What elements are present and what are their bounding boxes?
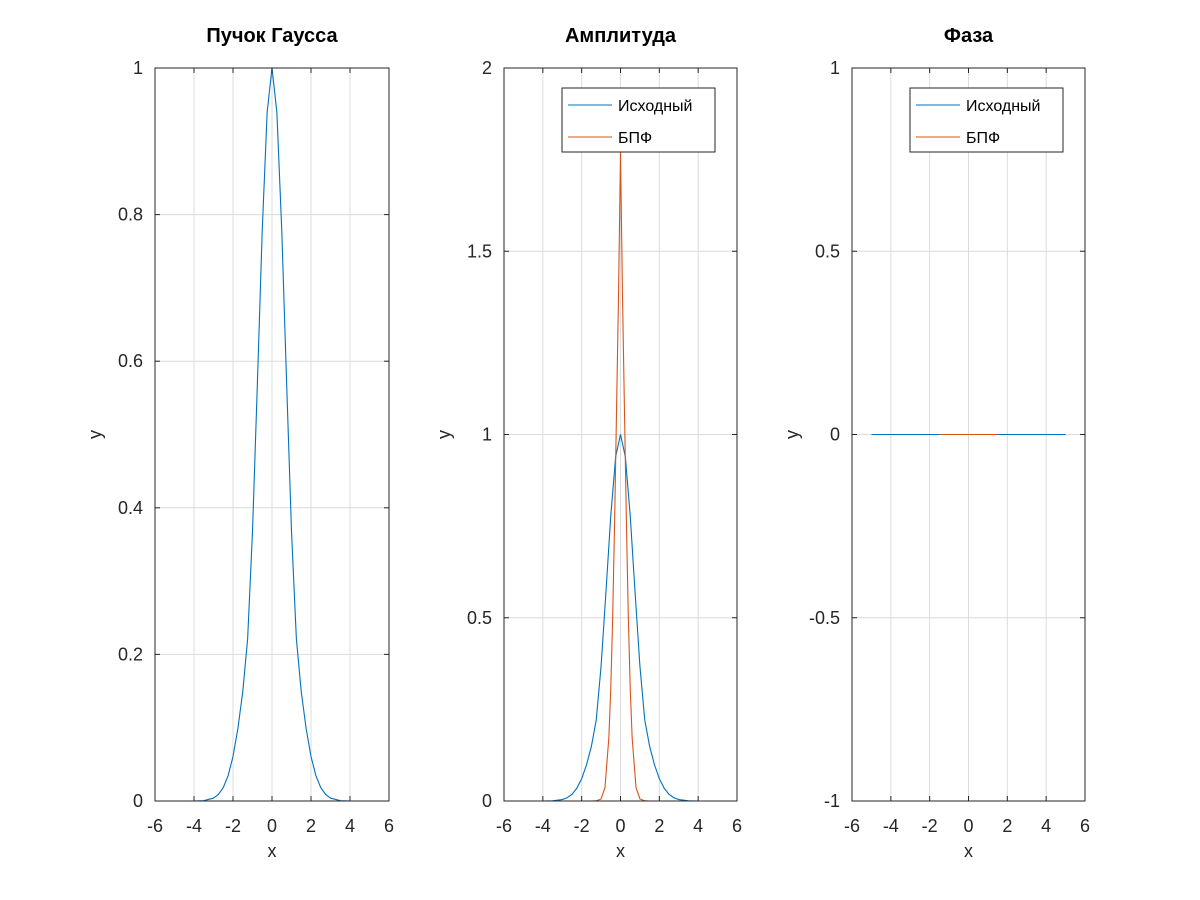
y-tick-label: -1: [824, 791, 840, 811]
y-tick-label: 0.5: [815, 241, 840, 261]
x-tick-label: 2: [306, 816, 316, 836]
x-tick-label: 2: [1002, 816, 1012, 836]
x-tick-label: -2: [922, 816, 938, 836]
x-tick-label: -6: [844, 816, 860, 836]
subplot-2: -6 -4 -2 0 2 4 6 0 0.5 1 1.5 2 Амплитуда x y Исходный БП…: [434, 25, 742, 861]
x-tick-label: 4: [1041, 816, 1051, 836]
x-axis-label: x: [616, 841, 625, 861]
y-tick-label: 0: [133, 791, 143, 811]
chart-title: Пучок Гаусса: [206, 25, 338, 47]
subplot-1: -6 -4 -2 0 2 4 6 0 0.2 0.4 0.6 0.8 1 Пучок Гаусса x y: [85, 25, 394, 861]
y-tick-label: 2: [482, 58, 492, 78]
legend-box: [561, 87, 716, 153]
x-tick-label: -2: [225, 816, 241, 836]
legend-label-2: БПФ: [618, 130, 652, 147]
x-axis-label: x: [964, 841, 973, 861]
chart-title: Фаза: [944, 25, 994, 47]
x-tick-label: 6: [1080, 816, 1090, 836]
legend: Исходный БПФ: [909, 87, 1064, 153]
x-tick-label: 0: [615, 816, 625, 836]
y-tick-label: -0.5: [809, 608, 840, 628]
x-tick-label: 0: [267, 816, 277, 836]
y-tick-label: 1.5: [467, 241, 492, 261]
y-tick-label: 1: [133, 58, 143, 78]
y-axis-label: y: [434, 430, 454, 439]
y-axis-label: y: [782, 430, 802, 439]
x-tick-label: -4: [883, 816, 899, 836]
x-tick-label: -4: [186, 816, 202, 836]
subplot-3: -6 -4 -2 0 2 4 6 -1 -0.5 0 0.5 1 Фаза x y Исходный БПФ: [782, 25, 1090, 861]
chart-title: Амплитуда: [565, 25, 677, 47]
x-tick-label: 0: [963, 816, 973, 836]
y-tick-label: 0: [482, 791, 492, 811]
y-tick-label: 1: [830, 58, 840, 78]
x-tick-label: 4: [345, 816, 355, 836]
y-tick-label: 0.4: [118, 498, 143, 518]
y-tick-label: 0.5: [467, 608, 492, 628]
x-tick-label: -6: [147, 816, 163, 836]
x-tick-label: 2: [654, 816, 664, 836]
x-tick-label: -4: [535, 816, 551, 836]
y-tick-label: 1: [482, 425, 492, 445]
y-tick-label: 0.8: [118, 205, 143, 225]
series-line-1: [523, 434, 718, 802]
legend-label-1: Исходный: [618, 98, 692, 115]
legend: Исходный БПФ: [561, 87, 716, 153]
legend-box: [909, 87, 1064, 153]
legend-label-2: БПФ: [966, 130, 1000, 147]
x-tick-label: -6: [496, 816, 512, 836]
x-tick-label: -2: [574, 816, 590, 836]
legend-label-1: Исходный: [966, 98, 1040, 115]
x-tick-label: 6: [384, 816, 394, 836]
y-tick-label: 0.6: [118, 351, 143, 371]
y-axis-label: y: [85, 430, 105, 439]
y-tick-label: 0.2: [118, 644, 143, 664]
x-tick-label: 4: [693, 816, 703, 836]
x-axis-label: x: [268, 841, 277, 861]
y-tick-label: 0: [830, 425, 840, 445]
x-tick-label: 6: [732, 816, 742, 836]
